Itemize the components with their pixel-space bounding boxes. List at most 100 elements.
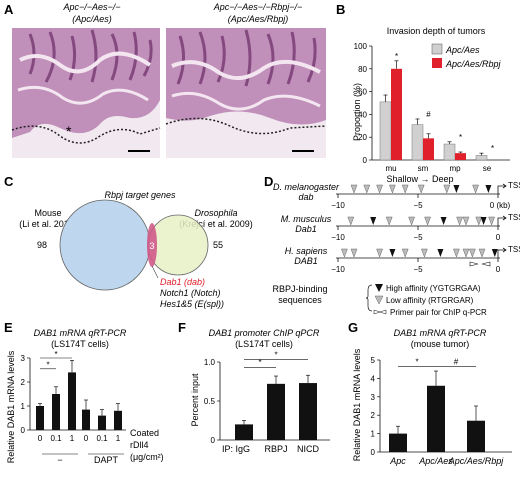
legend-swatch-apc-aes-rbpj (432, 58, 442, 68)
chart-e-x-tick-label: 1 (70, 434, 75, 443)
venn-circle-mouse (59, 199, 151, 291)
low-affinity-site (389, 184, 396, 194)
high-affinity-site (370, 217, 377, 225)
panel-a-left-title-genotype: Apc−/−Aes−/− (62, 2, 120, 12)
chart-b-bar (391, 68, 402, 160)
chart-b-bar (423, 138, 434, 160)
track-human-tick-10: −10 (331, 265, 345, 274)
chart-f-bar (299, 383, 317, 440)
chart-b-y-tick-label: 100 (354, 42, 368, 51)
chart-e-x-tick-label: 0 (84, 434, 89, 443)
chart-b-ylabel: Proportion (%) (352, 83, 362, 141)
legend-swatch-apc-aes (431, 43, 443, 55)
chart-g-significance: * (415, 358, 418, 367)
high-affinity-site (437, 249, 444, 257)
high-affinity-site (440, 217, 447, 225)
low-affinity-site (462, 248, 470, 258)
venn-title: Rbpj target genes (104, 190, 176, 200)
panel-g: G DAB1 mRNA qRT-PCR (mouse tumor) Relati… (348, 320, 512, 466)
chart-g-y-tick-label: 0 (371, 448, 376, 457)
panel-letter-c: C (4, 174, 14, 189)
species-name-human: H. sapiens (285, 246, 328, 256)
chart-f-x-tick-label-igg: IP: IgG (222, 444, 250, 454)
venn-gene-notch1: Notch1 (Notch) (160, 288, 221, 298)
chart-e-bar (82, 409, 90, 430)
low-affinity-site (376, 248, 383, 258)
venn-overlap (147, 223, 157, 267)
chart-b-significance: * (395, 52, 398, 61)
chart-e-bar (98, 415, 106, 430)
chart-e-group-dapt: DAPT (94, 455, 119, 465)
chart-g-x-tick-label: Apc/Aes/Rbpj (448, 456, 505, 466)
chart-b-y-tick-label: 80 (358, 65, 367, 74)
low-affinity-site (350, 184, 358, 194)
track-fly-tick-10: −10 (331, 201, 345, 210)
chart-e-significance: * (54, 350, 57, 359)
chart-e-significance: * (46, 361, 49, 370)
low-affinity-site (417, 184, 425, 194)
chart-g-x-tick-label: Apc (389, 456, 406, 466)
chart-f-bar (235, 424, 253, 440)
chart-e-y-tick-label: 2 (21, 378, 26, 387)
chart-b-significance: * (491, 144, 494, 153)
panel-b: B Invasion depth of tumors Proportion (%… (336, 2, 510, 184)
tss-label-fly: TSS (508, 181, 520, 190)
chart-e-title-1: DAB1 mRNA qRT-PCR (34, 328, 127, 338)
chart-b-x-tick-label: sm (418, 164, 429, 173)
species-name-fly: D. melanogaster (273, 182, 340, 192)
low-affinity-site (401, 248, 409, 258)
chart-f-plot: 0 0.5 1.0 RBPJ NICD IP: IgG * * (204, 350, 330, 454)
tss-label-human: TSS (508, 245, 520, 254)
panel-letter-a: A (4, 2, 14, 17)
chart-e-x-tick-label: 0.1 (96, 434, 108, 443)
chart-b-y-tick-label: 20 (358, 133, 367, 142)
chart-g-bar (427, 385, 445, 452)
panel-a-right-title-short: (Apc/Aes/Rbpj) (228, 14, 289, 24)
chart-g-title-2: (mouse tumor) (411, 339, 470, 349)
low-affinity-site (401, 184, 409, 194)
binding-legend-primer: Primer pair for ChIP q-PCR (390, 308, 487, 317)
chart-b-y-tick-label: 60 (358, 88, 367, 97)
low-affinity-site (408, 216, 415, 226)
chart-b-legend: Apc/Aes Apc/Aes/Rbpj (431, 43, 502, 69)
low-affinity-site (385, 216, 393, 226)
low-affinity-site (443, 184, 451, 194)
venn-left-count: 98 (37, 240, 47, 250)
chart-g-ylabel: Relative DAB1 mRNA levels (352, 348, 362, 461)
chart-b-x-tick-label: mu (385, 164, 396, 173)
panel-e: E DAB1 mRNA qRT-PCR (LS174T cells) Relat… (4, 320, 164, 465)
low-affinity-site (472, 184, 479, 194)
panel-letter-b: B (336, 2, 345, 17)
high-affinity-site (485, 185, 492, 193)
chart-e-x-tick-label: 0.1 (50, 434, 62, 443)
high-affinity-icon (375, 284, 383, 292)
venn-gene-dab1: Dab1 (dab) (160, 277, 205, 287)
chart-b-bar (411, 124, 424, 161)
track-mouse-tick-5: −5 (413, 233, 423, 242)
chart-f-title-1: DAB1 promoter ChIP qPCR (209, 328, 320, 338)
low-affinity-site (462, 216, 470, 226)
chart-f-title-2: (LS174T cells) (235, 339, 293, 349)
chart-b-plot: 0 20 40 60 80 100 mu * sm # mp * se * (354, 42, 510, 173)
low-affinity-site (456, 216, 463, 226)
chart-b-bar (379, 101, 392, 161)
chart-e-title-2: (LS174T cells) (51, 339, 109, 349)
chart-e-coated-2: rDll4 (130, 440, 149, 450)
scale-bar (292, 150, 314, 152)
binding-legend-low: Low affinity (RTGRGAR) (386, 296, 474, 305)
track-human-tick-5: −5 (413, 265, 423, 274)
chart-f-y-tick-label: 0.5 (204, 397, 216, 406)
binding-legend-high: High affinity (YGTGRGAA) (386, 284, 481, 293)
chart-e-bar (36, 406, 44, 430)
legend-label-apc-aes-rbpj: Apc/Aes/Rbpj (445, 59, 502, 69)
chart-b-y-tick-label: 40 (358, 110, 367, 119)
panel-a-left-title-short: (Apc/Aes) (72, 14, 112, 24)
low-affinity-site (469, 248, 476, 258)
binding-legend-title-1: RBPJ-binding (272, 284, 327, 294)
chart-e-y-tick-label: 0 (21, 426, 26, 435)
track-mouse-tick-0: 0 (496, 233, 501, 242)
chart-f-significance: * (258, 358, 261, 367)
